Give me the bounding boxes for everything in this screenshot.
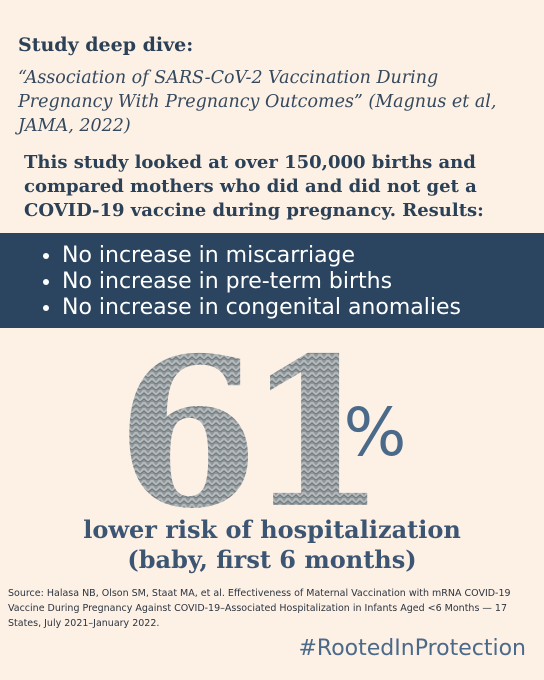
result-item: No increase in pre-term births — [62, 269, 544, 295]
stat-unit: % — [344, 394, 407, 471]
hashtag: #RootedInProtection — [298, 636, 526, 661]
stat-number: 61 — [116, 330, 373, 515]
caption-line: (baby, first 6 months) — [127, 545, 417, 574]
stat-caption: lower risk of hospitalization (baby, fir… — [0, 515, 544, 575]
summary: This study looked at over 150,000 births… — [24, 152, 484, 221]
results-list: No increase in miscarriage No increase i… — [0, 233, 544, 321]
results-band: No increase in miscarriage No increase i… — [0, 233, 544, 328]
source: Source: Halasa NB, Olson SM, Staat MA, e… — [8, 588, 511, 629]
citation: “Association of SARS-CoV-2 Vaccination D… — [18, 68, 497, 136]
header-label: Study deep dive: — [18, 34, 194, 56]
result-item: No increase in miscarriage — [62, 243, 544, 269]
result-item: No increase in congenital anomalies — [62, 295, 544, 321]
caption-line: lower risk of hospitalization — [83, 515, 461, 544]
stat-graphic: 61 % — [116, 330, 407, 515]
